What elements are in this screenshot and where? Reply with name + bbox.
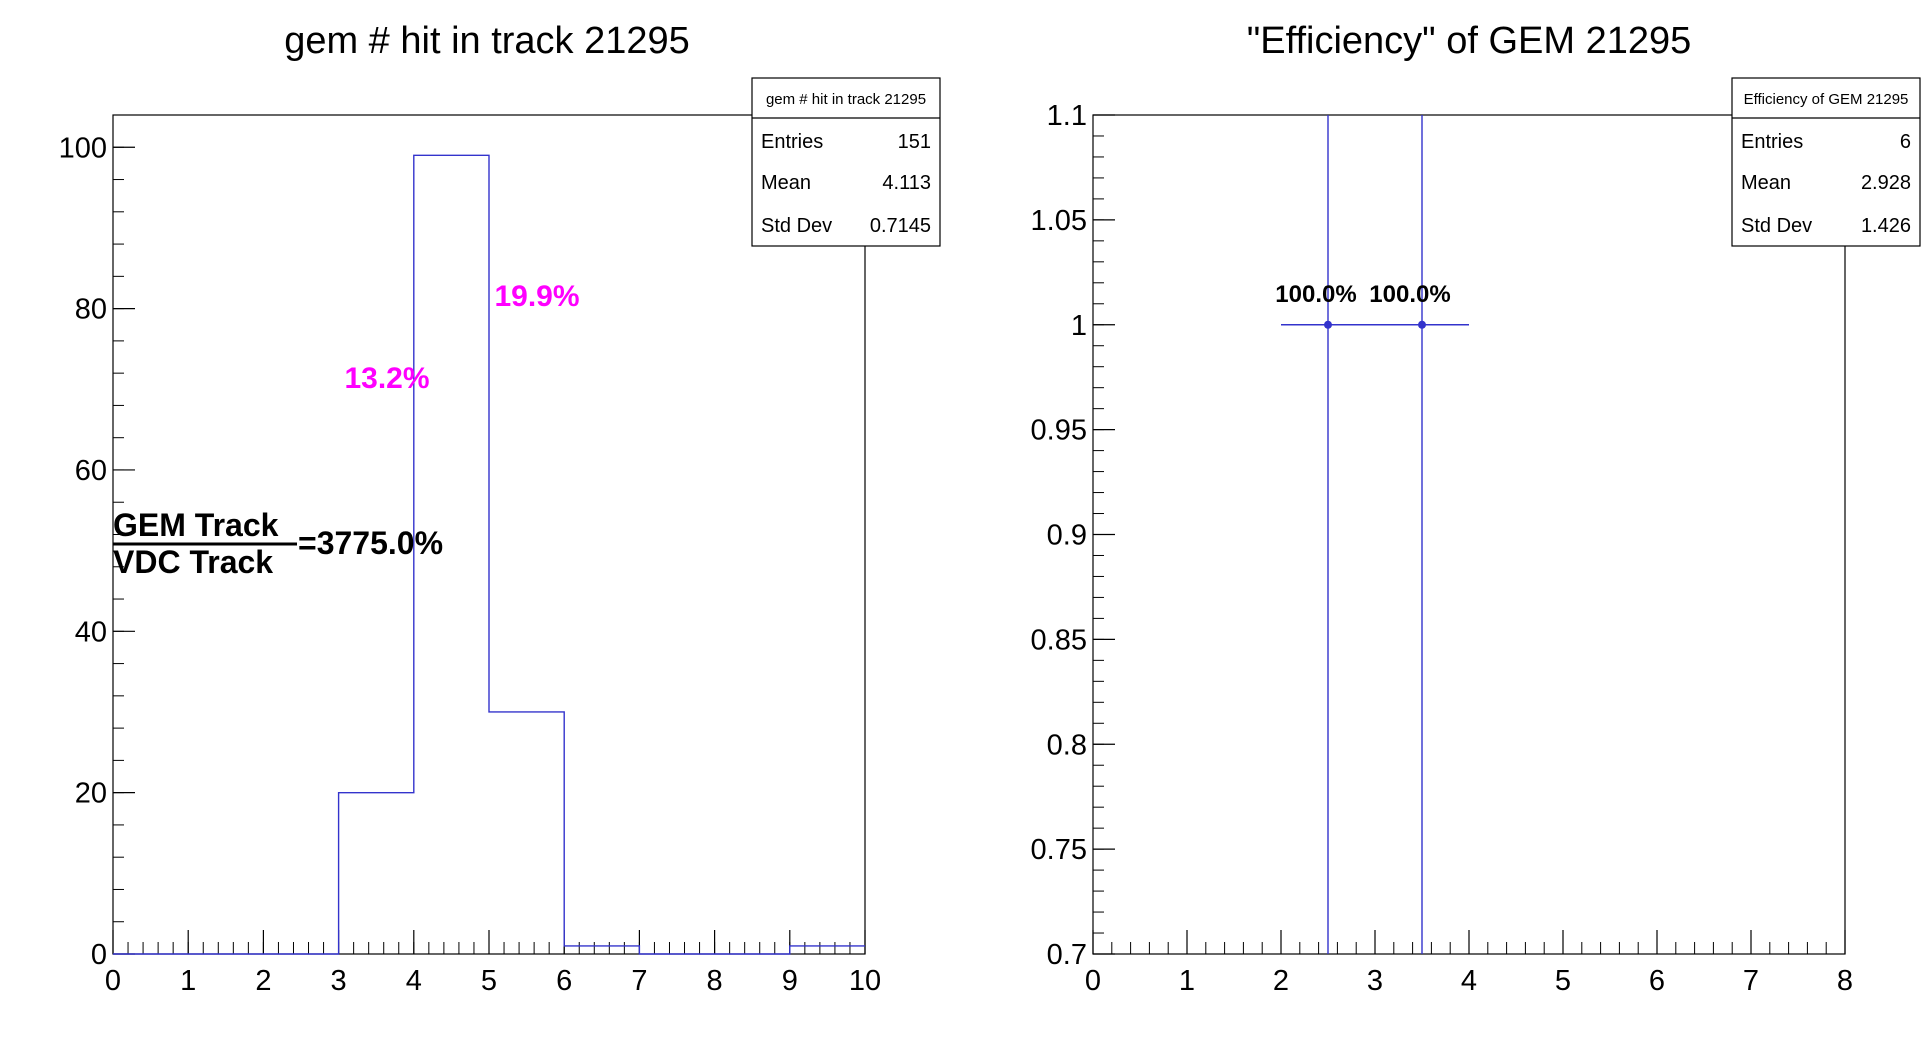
- x-tick-label: 3: [1367, 965, 1383, 997]
- y-tick-label: 0: [91, 939, 107, 971]
- x-tick-label: 4: [1461, 965, 1477, 997]
- stats-entries-label: Entries: [761, 131, 823, 153]
- y-tick-label: 1.05: [1031, 205, 1087, 237]
- annotation-19-9-percent: 19.9%: [494, 280, 579, 313]
- efficiency-x-axis: 0 1 2 3 4 5 6 7 8: [1085, 930, 1853, 997]
- histogram-x-axis: 0 1 2 3 4 5 6 7 8 9 10: [105, 930, 881, 997]
- x-tick-label: 6: [1649, 965, 1665, 997]
- y-tick-label: 40: [75, 616, 107, 648]
- efficiency-stats-box: Efficiency of GEM 21295 Entries 6 Mean 2…: [1731, 77, 1921, 247]
- x-tick-label: 5: [1555, 965, 1571, 997]
- stats-mean-value: 2.928: [1861, 172, 1911, 194]
- y-tick-label: 0.95: [1031, 415, 1087, 447]
- x-tick-label: 5: [481, 965, 497, 997]
- y-tick-label: 1.1: [1047, 100, 1087, 132]
- ratio-numerator: GEM Track: [113, 507, 279, 543]
- annotation-13-2-percent: 13.2%: [344, 362, 429, 395]
- gem-vdc-ratio: GEM Track VDC Track =3775.0%: [113, 507, 443, 580]
- stats-entries-value: 6: [1900, 131, 1911, 153]
- point-label: 100.0%: [1275, 281, 1356, 308]
- stats-stddev-value: 0.7145: [870, 215, 931, 237]
- y-tick-label: 0.75: [1031, 834, 1087, 866]
- stats-stddev-label: Std Dev: [761, 215, 832, 237]
- stats-mean-label: Mean: [1741, 172, 1791, 194]
- x-tick-label: 10: [849, 965, 881, 997]
- y-tick-label: 20: [75, 778, 107, 810]
- efficiency-pad: "Efficiency" of GEM 21295 0.7 0.75 0.8 0.85…: [1031, 20, 1921, 997]
- stats-stddev-value: 1.426: [1861, 215, 1911, 237]
- histogram-stats-box: gem # hit in track 21295 Entries 151 Mea…: [751, 77, 941, 247]
- x-tick-label: 6: [556, 965, 572, 997]
- stats-box-title: Efficiency of GEM 21295: [1744, 91, 1909, 108]
- x-tick-label: 2: [1273, 965, 1289, 997]
- histogram-series: [113, 154, 865, 955]
- stats-entries-value: 151: [898, 131, 931, 153]
- stats-mean-value: 4.113: [882, 172, 931, 194]
- y-tick-label: 1: [1071, 310, 1087, 342]
- histogram-bin: [564, 946, 639, 954]
- x-tick-label: 1: [180, 965, 196, 997]
- x-tick-label: 7: [1743, 965, 1759, 997]
- stats-stddev-label: Std Dev: [1741, 215, 1812, 237]
- y-tick-label: 0.9: [1047, 520, 1087, 552]
- histogram-bin: [790, 946, 865, 954]
- x-tick-label: 0: [1085, 965, 1101, 997]
- x-tick-label: 8: [707, 965, 723, 997]
- x-tick-label: 0: [105, 965, 121, 997]
- efficiency-title: "Efficiency" of GEM 21295: [1247, 20, 1692, 62]
- x-tick-label: 3: [331, 965, 347, 997]
- histogram-bin: [339, 793, 414, 954]
- y-tick-label: 80: [75, 294, 107, 326]
- data-point: [1418, 320, 1426, 329]
- histogram-y-axis: 0 20 40 60 80 100: [59, 114, 135, 971]
- histogram-bin: [489, 712, 564, 954]
- x-tick-label: 8: [1837, 965, 1853, 997]
- efficiency-series: 100.0% 100.0%: [1275, 115, 1469, 954]
- point-label: 100.0%: [1369, 281, 1450, 308]
- efficiency-y-axis: 0.7 0.75 0.8 0.85 0.9 0.95 1 1.05 1.1: [1031, 100, 1115, 971]
- stats-box-title: gem # hit in track 21295: [766, 91, 926, 108]
- histogram-outline: [113, 154, 865, 955]
- histogram-title: gem # hit in track 21295: [284, 20, 690, 62]
- y-tick-label: 0.7: [1047, 939, 1087, 971]
- ratio-denominator: VDC Track: [113, 544, 273, 580]
- x-tick-label: 9: [782, 965, 798, 997]
- histogram-pad: gem # hit in track 21295 0 20 40 60 80 100 0 1…: [59, 20, 941, 997]
- ratio-value: =3775.0%: [298, 525, 443, 561]
- stats-entries-label: Entries: [1741, 131, 1803, 153]
- x-tick-label: 4: [406, 965, 422, 997]
- y-tick-label: 0.85: [1031, 624, 1087, 656]
- x-tick-label: 1: [1179, 965, 1195, 997]
- stats-mean-label: Mean: [761, 172, 811, 194]
- x-tick-label: 2: [255, 965, 271, 997]
- y-tick-label: 100: [59, 132, 107, 164]
- data-point: [1324, 320, 1332, 329]
- y-tick-label: 60: [75, 455, 107, 487]
- x-tick-label: 7: [631, 965, 647, 997]
- y-tick-label: 0.8: [1047, 729, 1087, 761]
